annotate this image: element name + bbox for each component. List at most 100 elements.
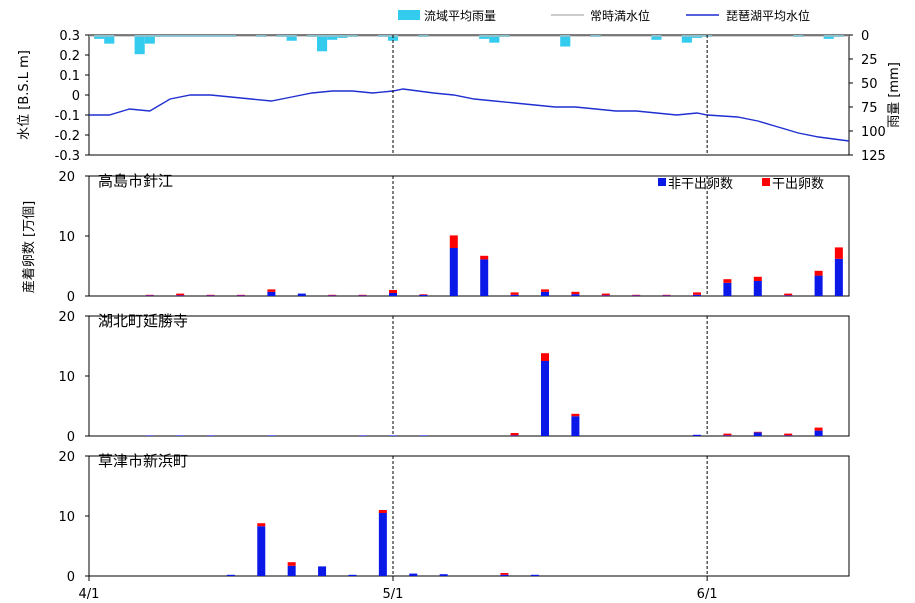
dried-bar bbox=[601, 293, 610, 296]
not-dried-bar bbox=[480, 259, 489, 296]
rain-bar bbox=[134, 35, 145, 55]
x-tick-label: 4/1 bbox=[79, 587, 100, 602]
not-dried-bar bbox=[784, 435, 793, 436]
not-dried-bar bbox=[601, 295, 610, 296]
rain-bar bbox=[317, 35, 328, 52]
lake-level-line bbox=[89, 88, 850, 142]
dried-bar bbox=[449, 235, 458, 248]
not-dried-bar bbox=[510, 294, 519, 296]
water-y-label: 水位 [B.S.L m] bbox=[17, 50, 32, 140]
dried-bar bbox=[784, 293, 793, 296]
not-dried-bar bbox=[358, 435, 367, 436]
not-dried-bar bbox=[348, 574, 357, 576]
y-tick-label: 10 bbox=[58, 230, 75, 245]
rain-bar bbox=[327, 35, 338, 40]
rain-bar bbox=[479, 35, 490, 39]
not-dried-bar bbox=[176, 295, 185, 296]
legend-dried-swatch bbox=[762, 178, 770, 186]
water-y-ticks: 0.3 0.2 0.1 0 -0.1 -0.2 -0.3 bbox=[55, 29, 89, 164]
panel-bars: 20 10 0 bbox=[58, 170, 850, 305]
dried-bar bbox=[541, 289, 549, 292]
panel-harie: 高島市針江 20 10 0 bbox=[58, 170, 850, 305]
y-tick-label: 0.1 bbox=[59, 69, 80, 84]
water-level-panel: 0.3 0.2 0.1 0 -0.1 -0.2 -0.3 0 25 50 75 100 125 水位 … bbox=[17, 29, 902, 164]
not-dried-bar bbox=[632, 295, 641, 296]
not-dried-bar bbox=[541, 291, 549, 296]
not-dried-bar bbox=[510, 435, 519, 436]
not-dried-bar bbox=[378, 513, 387, 576]
y2-tick-label: 100 bbox=[861, 125, 886, 140]
legend-not-dried-swatch bbox=[658, 178, 666, 186]
x-tick-label: 6/1 bbox=[697, 587, 718, 602]
panel-enshoji: 湖北町延勝寺 20 10 0 bbox=[58, 310, 850, 445]
not-dried-bar bbox=[753, 432, 762, 436]
y2-tick-label: 75 bbox=[861, 101, 878, 116]
panel-shinhama: 草津市新浜町 20 10 0 bbox=[58, 450, 850, 585]
legend-normal-label: 常時満水位 bbox=[590, 8, 650, 23]
dried-bar bbox=[834, 247, 843, 259]
not-dried-bar bbox=[571, 294, 580, 296]
not-dried-bar bbox=[693, 434, 701, 436]
rain-bar bbox=[681, 35, 692, 43]
dried-bar bbox=[693, 292, 701, 295]
y-tick-label: 10 bbox=[58, 510, 75, 525]
dried-bar bbox=[237, 294, 245, 296]
rain-bar bbox=[560, 35, 571, 47]
dried-bar bbox=[328, 294, 337, 296]
y-tick-label: 0 bbox=[67, 570, 75, 585]
legend-rain-swatch bbox=[398, 10, 420, 20]
not-dried-bar bbox=[389, 293, 397, 296]
y-tick-label: 0.3 bbox=[59, 29, 80, 44]
not-dried-bar bbox=[287, 565, 296, 576]
not-dried-bar bbox=[267, 435, 276, 436]
y-tick-label: 0.2 bbox=[59, 49, 80, 64]
y-tick-label: 20 bbox=[58, 310, 75, 325]
rain-y-ticks: 0 25 50 75 100 125 bbox=[849, 29, 886, 164]
legend-eggs: 非干出卵数 干出卵数 bbox=[658, 177, 824, 192]
not-dried-bar bbox=[176, 435, 185, 436]
rain-bars bbox=[94, 35, 844, 55]
dried-bar bbox=[257, 523, 266, 527]
dried-bar bbox=[510, 433, 519, 436]
not-dried-bar bbox=[328, 295, 337, 296]
rain-bar bbox=[489, 35, 500, 43]
y-tick-label: -0.1 bbox=[55, 109, 80, 124]
dried-bar bbox=[176, 293, 185, 296]
not-dried-bar bbox=[257, 526, 266, 576]
dried-bar bbox=[389, 290, 397, 293]
rain-bar bbox=[823, 35, 834, 39]
dried-bar bbox=[571, 291, 580, 295]
y2-tick-label: 50 bbox=[861, 77, 878, 92]
not-dried-bar bbox=[541, 361, 549, 436]
rain-bar bbox=[286, 35, 297, 41]
y2-tick-label: 125 bbox=[861, 149, 886, 164]
not-dried-bar bbox=[226, 574, 235, 576]
rain-bar bbox=[104, 35, 115, 44]
dried-bar bbox=[510, 292, 519, 295]
legend-lake-label: 琵琶湖平均水位 bbox=[726, 8, 810, 23]
not-dried-bar bbox=[297, 293, 306, 296]
not-dried-bar bbox=[814, 275, 823, 296]
y-tick-label: 20 bbox=[58, 450, 75, 465]
panel-title: 草津市新浜町 bbox=[98, 452, 188, 470]
not-dried-bar bbox=[784, 295, 793, 296]
dried-bar bbox=[358, 294, 367, 296]
dried-bar bbox=[814, 427, 823, 431]
panel-bars: 20 10 0 bbox=[58, 310, 850, 445]
dried-bar bbox=[206, 294, 215, 296]
dried-bar bbox=[753, 431, 762, 433]
x-axis-ticks: 4/1 5/1 6/1 bbox=[79, 576, 718, 602]
dried-bar bbox=[267, 289, 276, 292]
not-dried-bar bbox=[267, 291, 276, 296]
legend-rain-label: 流域平均雨量 bbox=[424, 9, 496, 23]
dried-bar bbox=[287, 562, 296, 566]
panel-bars: 20 10 0 bbox=[58, 450, 850, 585]
panel-title: 高島市針江 bbox=[98, 172, 173, 190]
legend-not-dried-label: 非干出卵数 bbox=[668, 177, 733, 192]
not-dried-bar bbox=[358, 295, 367, 296]
not-dried-bar bbox=[814, 430, 823, 436]
not-dried-bar bbox=[237, 295, 245, 296]
y2-tick-label: 25 bbox=[861, 53, 878, 68]
dried-bar bbox=[723, 279, 732, 283]
not-dried-bar bbox=[145, 295, 154, 296]
